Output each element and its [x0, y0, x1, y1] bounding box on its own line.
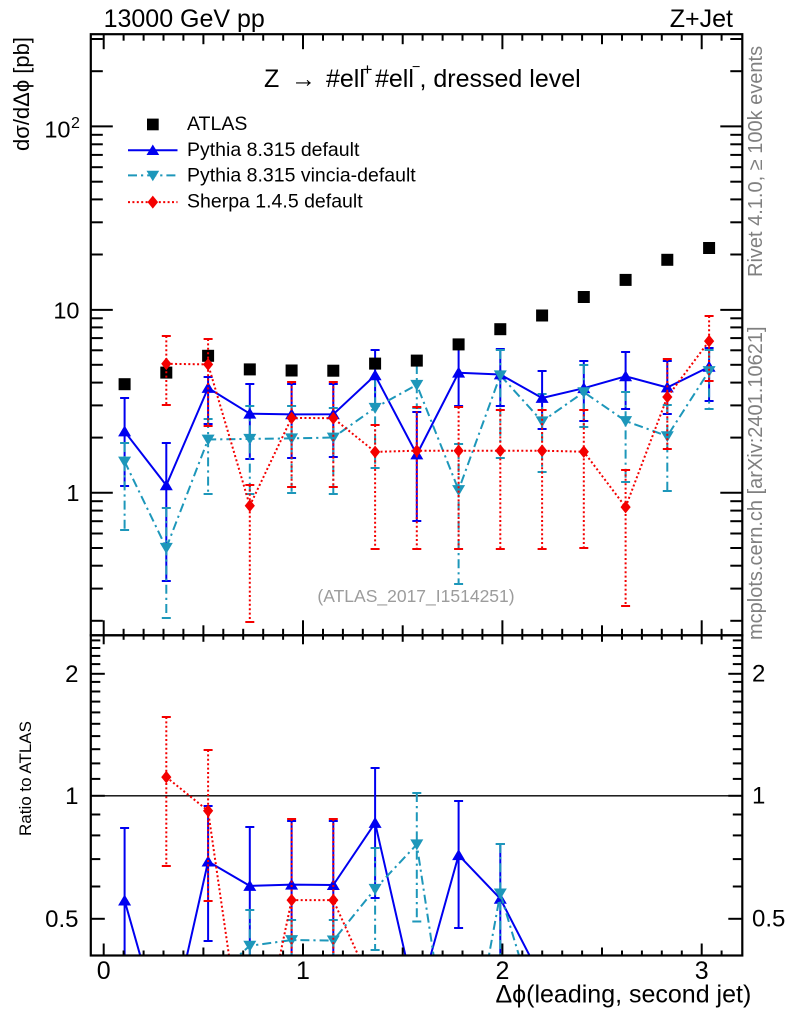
svg-text:mcplots.cern.ch [arXiv:2401.10: mcplots.cern.ch [arXiv:2401.10621]: [745, 326, 767, 640]
svg-text:2: 2: [71, 115, 80, 132]
svg-text:10: 10: [53, 297, 79, 323]
svg-text:0: 0: [97, 957, 111, 985]
svg-text:3: 3: [695, 957, 709, 985]
svg-text:Sherpa 1.4.5 default: Sherpa 1.4.5 default: [187, 191, 363, 213]
svg-text:2: 2: [495, 957, 509, 985]
svg-text:1: 1: [65, 783, 78, 810]
svg-text:Ratio to ATLAS: Ratio to ATLAS: [16, 721, 35, 836]
svg-text:dσ/dΔϕ [pb]: dσ/dΔϕ [pb]: [9, 37, 34, 151]
svg-text:0.5: 0.5: [752, 906, 785, 933]
svg-text:0.5: 0.5: [45, 906, 78, 933]
svg-text:1: 1: [66, 480, 79, 506]
svg-text:#ell: #ell: [326, 65, 365, 93]
svg-text:13000 GeV pp: 13000 GeV pp: [104, 5, 265, 33]
svg-text:, dressed level: , dressed level: [420, 65, 581, 93]
svg-text:Δϕ(leading, second jet): Δϕ(leading, second jet): [495, 981, 751, 1009]
svg-text:2: 2: [65, 661, 78, 688]
svg-text:#ell: #ell: [375, 65, 414, 93]
svg-text:2: 2: [752, 661, 765, 688]
svg-text:Pythia 8.315 vincia-default: Pythia 8.315 vincia-default: [187, 165, 416, 187]
svg-text:1: 1: [296, 957, 310, 985]
svg-text:−: −: [412, 60, 420, 76]
svg-text:+: +: [363, 60, 373, 79]
svg-text:1: 1: [752, 783, 765, 810]
svg-text:Z+Jet: Z+Jet: [670, 5, 733, 33]
svg-text:Pythia 8.315 default: Pythia 8.315 default: [187, 139, 360, 161]
svg-text:ATLAS: ATLAS: [187, 113, 247, 135]
svg-text:10: 10: [44, 117, 70, 143]
svg-text:Z: Z: [264, 65, 279, 93]
svg-text:Rivet 4.1.0, ≥ 100k events: Rivet 4.1.0, ≥ 100k events: [745, 46, 767, 277]
svg-text:→: →: [291, 65, 316, 93]
svg-text:(ATLAS_2017_I1514251): (ATLAS_2017_I1514251): [317, 586, 514, 607]
